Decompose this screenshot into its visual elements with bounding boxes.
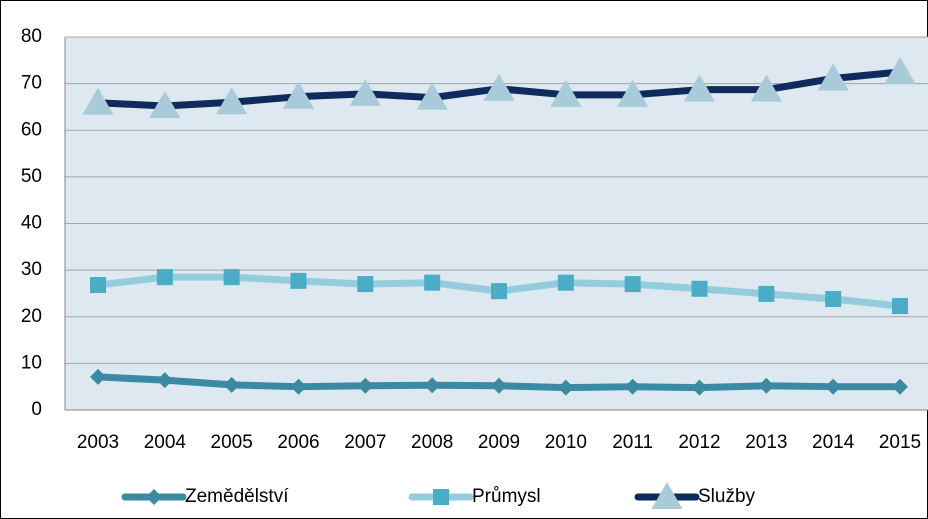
data-point (557, 379, 574, 396)
y-tick-label: 30 (21, 259, 42, 280)
y-tick-label: 20 (21, 306, 42, 327)
x-tick-label: 2008 (411, 432, 453, 453)
data-point (282, 81, 315, 109)
data-point (758, 377, 775, 394)
y-tick-label: 0 (31, 399, 42, 420)
data-point (691, 379, 708, 396)
x-tick-label: 2004 (144, 432, 187, 453)
x-tick-label: 2009 (478, 432, 520, 453)
legend-label: Zemědělství (185, 486, 289, 507)
data-point (683, 74, 716, 102)
legend-marker (146, 489, 162, 505)
data-point (825, 378, 842, 395)
x-tick-label: 2003 (77, 432, 119, 453)
data-point (825, 291, 842, 308)
x-tick-label: 2012 (678, 432, 720, 453)
legend-marker (651, 482, 683, 509)
data-point (758, 285, 775, 302)
y-tick-label: 70 (21, 73, 42, 94)
data-point (290, 378, 307, 395)
data-point (90, 277, 106, 294)
data-point (491, 283, 507, 300)
legend-label: Služby (698, 486, 756, 507)
legend-label: Průmysl (472, 486, 541, 507)
data-point (624, 378, 641, 395)
data-point (82, 87, 114, 115)
data-point (617, 79, 649, 107)
data-point (416, 82, 448, 110)
data-point (90, 368, 106, 385)
y-tick-label: 40 (21, 213, 42, 234)
data-point (550, 79, 582, 107)
data-point (892, 298, 908, 315)
x-tick-label: 2010 (545, 432, 587, 453)
data-point (223, 269, 240, 286)
data-point (156, 372, 173, 389)
x-tick-label: 2011 (612, 432, 653, 453)
data-point (156, 269, 173, 286)
y-tick-label: 10 (21, 352, 42, 373)
data-point (884, 56, 916, 84)
data-point (691, 280, 708, 297)
data-point (223, 376, 240, 393)
data-point (290, 272, 307, 289)
data-point (624, 276, 641, 293)
data-point (750, 74, 782, 102)
data-point (357, 276, 374, 293)
data-point (357, 377, 374, 394)
data-point (892, 378, 908, 395)
data-point (483, 73, 515, 101)
x-tick-label: 2005 (211, 432, 253, 453)
x-tick-label: 2015 (879, 432, 921, 453)
y-tick-label: 60 (21, 119, 42, 140)
x-tick-label: 2006 (277, 432, 319, 453)
data-point (349, 78, 381, 106)
x-tick-label: 2007 (344, 432, 386, 453)
x-tick-label: 2014 (812, 432, 855, 453)
data-point (491, 377, 507, 394)
data-point (149, 91, 181, 119)
data-point (424, 377, 441, 394)
data-point (557, 274, 574, 291)
data-point (424, 274, 441, 291)
y-tick-label: 50 (21, 166, 42, 187)
x-tick-label: 2013 (745, 432, 787, 453)
data-point (817, 63, 849, 91)
legend-marker (433, 489, 449, 505)
data-point (216, 87, 248, 115)
y-tick-label: 80 (21, 26, 42, 47)
